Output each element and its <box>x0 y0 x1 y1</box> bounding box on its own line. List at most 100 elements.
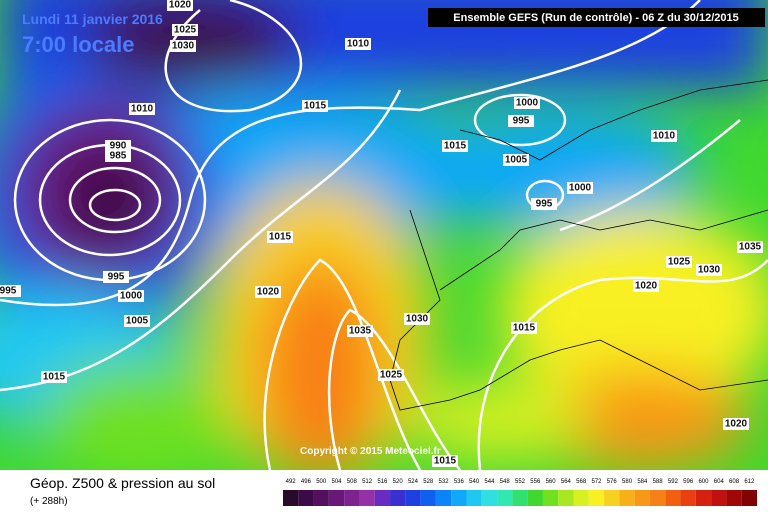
color-scale: 492 496 500 504 508 512 516 520 524 528 532 536 540 5… <box>283 479 757 506</box>
isobar-label-bg <box>511 322 537 334</box>
scale-label: 540 <box>469 479 480 485</box>
isobar-label: 1035 <box>739 242 762 253</box>
isobar-label: 1030 <box>172 41 195 52</box>
scale-label: 600 <box>698 479 709 485</box>
isobar-label-bg <box>118 290 144 302</box>
isobar-label: 995 <box>108 272 125 283</box>
scale-label: 504 <box>332 479 343 485</box>
scale-swatch <box>405 490 421 506</box>
scale-label: 592 <box>668 479 679 485</box>
isobar-label: 1025 <box>668 257 691 268</box>
isobar-label-bg <box>103 271 129 283</box>
isobar-label: 1015 <box>269 232 292 243</box>
isobar-label-bg <box>508 115 534 127</box>
isobar-label-bg <box>129 103 155 115</box>
isobar-label: 1020 <box>635 281 658 292</box>
isobar-label-bg <box>378 369 404 381</box>
isobar-label: 995 <box>513 116 530 127</box>
isobar-label: 1015 <box>434 456 457 467</box>
scale-label: 556 <box>530 479 541 485</box>
scale-label: 568 <box>576 479 587 485</box>
scale-swatch <box>298 490 314 506</box>
scale-label: 576 <box>607 479 618 485</box>
isobar-label: 1035 <box>349 326 372 337</box>
isobar-label-bg <box>105 140 131 152</box>
isobar-label-bg <box>41 371 67 383</box>
isobar-label: 1010 <box>653 131 676 142</box>
isobar-label: 1015 <box>513 323 536 334</box>
scale-label: 596 <box>683 479 694 485</box>
isobar-label: 1015 <box>304 101 327 112</box>
isobar-label-bg <box>723 418 749 430</box>
scale-label: 500 <box>316 479 327 485</box>
scale-swatch <box>619 490 635 506</box>
scale-swatch <box>604 490 620 506</box>
isobar-label: 1010 <box>347 39 370 50</box>
scale-swatch <box>344 490 360 506</box>
scale-swatch <box>313 490 329 506</box>
scale-label: 508 <box>347 479 358 485</box>
isobar-label-bg <box>666 256 692 268</box>
scale-label: 548 <box>500 479 511 485</box>
isobar-label-bg <box>442 140 468 152</box>
time: 7:00 locale <box>22 32 135 57</box>
isobar-label-bg <box>404 313 430 325</box>
isobar-label-bg <box>124 315 150 327</box>
isobar-label: 995 <box>536 199 553 210</box>
isobar-label: 1015 <box>43 372 66 383</box>
scale-swatch <box>328 490 345 506</box>
isobar-label: 1020 <box>257 287 280 298</box>
isobar-label-bg <box>432 455 458 467</box>
isobar-label-bg <box>172 24 198 36</box>
scale-label: 580 <box>622 479 633 485</box>
scale-label: 564 <box>561 479 572 485</box>
scale-swatch <box>435 490 452 506</box>
scale-label: 552 <box>515 479 526 485</box>
run-info: Ensemble GEFS (Run de contrôle) - 06 Z d… <box>453 12 738 24</box>
isobar-label-bg <box>514 97 540 109</box>
scale-label: 544 <box>484 479 495 485</box>
copyright: Copyright © 2015 Meteociel.fr <box>300 446 441 457</box>
scale-label: 584 <box>637 479 648 485</box>
scale-swatch <box>542 490 559 506</box>
scale-label: 536 <box>454 479 465 485</box>
isobars <box>0 0 768 470</box>
isobar-label: 1005 <box>505 155 528 166</box>
scale-swatch <box>558 490 574 506</box>
isobar-label: 990 <box>110 141 127 152</box>
isobar-label-bg <box>255 286 281 298</box>
scale-swatch <box>665 490 681 506</box>
scale-swatch <box>374 490 391 506</box>
isobar-label-bg <box>531 198 557 210</box>
isobar-label: 995 <box>0 286 17 297</box>
isobar-label: 1025 <box>174 25 197 36</box>
scale-label: 496 <box>301 479 312 485</box>
coastlines <box>389 79 768 411</box>
scale-swatch <box>649 490 666 506</box>
date: Lundi 11 janvier 2016 <box>22 11 163 27</box>
scale-swatch <box>481 490 498 506</box>
scale-label: 604 <box>714 479 725 485</box>
scale-swatch <box>695 490 712 506</box>
scale-swatch <box>283 490 299 506</box>
scale-label: 612 <box>744 479 755 485</box>
scale-swatch <box>420 490 436 506</box>
scale-swatch <box>466 490 482 506</box>
scale-label: 512 <box>362 479 373 485</box>
scale-label: 588 <box>653 479 664 485</box>
isobar-label: 1020 <box>169 0 192 11</box>
caption-lead: (+ 288h) <box>30 496 68 507</box>
isobar-label: 1030 <box>406 314 429 325</box>
scale-label: 492 <box>286 479 297 485</box>
isobar-label-bg <box>345 38 371 50</box>
isobar-label-bg <box>347 325 373 337</box>
isobar-labels: 1020 1025 1030 1010 1010 1015 1000 995 1015 1005 1… <box>0 0 763 467</box>
isobar-label-bg <box>567 182 593 194</box>
isobar-label: 1000 <box>516 98 539 109</box>
scale-label: 608 <box>729 479 740 485</box>
isobar-label-bg <box>0 285 21 297</box>
isobar-label: 1025 <box>380 370 403 381</box>
isobar-label: 1030 <box>698 265 721 276</box>
isobar-label: 1020 <box>725 419 748 430</box>
